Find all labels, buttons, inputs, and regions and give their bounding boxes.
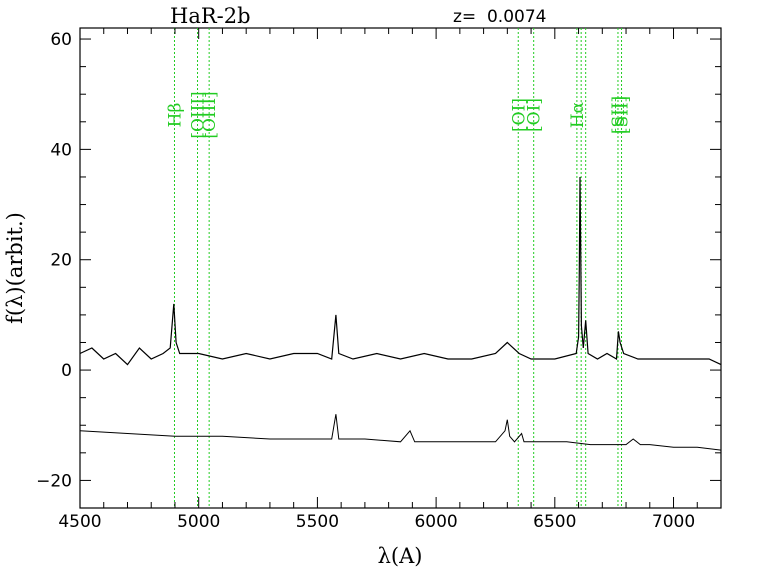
- spectrum-lower-series: [79, 414, 722, 451]
- x-axis-label: λ(A): [378, 544, 423, 568]
- y-tick-label: 60: [50, 30, 72, 50]
- spectra-series: [79, 176, 722, 451]
- emission-line-label: Hα: [568, 101, 588, 128]
- y-axis-label: f(λ)(arbit.): [3, 212, 27, 324]
- emission-line-label: [SII]: [609, 96, 629, 134]
- x-tick-label: 6000: [414, 512, 457, 532]
- emission-line-label: [OIII]: [200, 91, 220, 138]
- y-tick-label: −20: [36, 471, 72, 491]
- x-tick-label: 6500: [533, 512, 576, 532]
- redshift-label: z= 0.0074: [453, 7, 546, 27]
- y-tick-label: 20: [50, 251, 72, 271]
- chart-title: HaR-2b: [170, 4, 251, 28]
- emission-line-label: [SII]: [613, 96, 633, 134]
- y-tick-label: 0: [61, 361, 72, 381]
- axis-ticks: [79, 28, 722, 509]
- axis-tick-labels: 4500 5000 5500 6000 6500 7000 −20 0 20 40 60: [36, 30, 695, 532]
- y-tick-label: 40: [50, 140, 72, 160]
- x-tick-label: 5000: [177, 512, 220, 532]
- emission-line-label: [OIII]: [189, 91, 209, 138]
- emission-line-markers: Hβ [OIII][OIII] [OI][OI] Hα [SII][SII]: [165, 28, 633, 508]
- emission-line-label: [OI]: [509, 98, 529, 132]
- emission-line-label: [OI]: [525, 98, 545, 132]
- spectrum-upper-series: [79, 176, 722, 366]
- x-tick-label: 4500: [58, 512, 101, 532]
- x-tick-label: 7000: [652, 512, 695, 532]
- plot-frame: [79, 27, 722, 509]
- emission-line-label: Hβ: [165, 103, 185, 128]
- x-tick-label: 5500: [296, 512, 339, 532]
